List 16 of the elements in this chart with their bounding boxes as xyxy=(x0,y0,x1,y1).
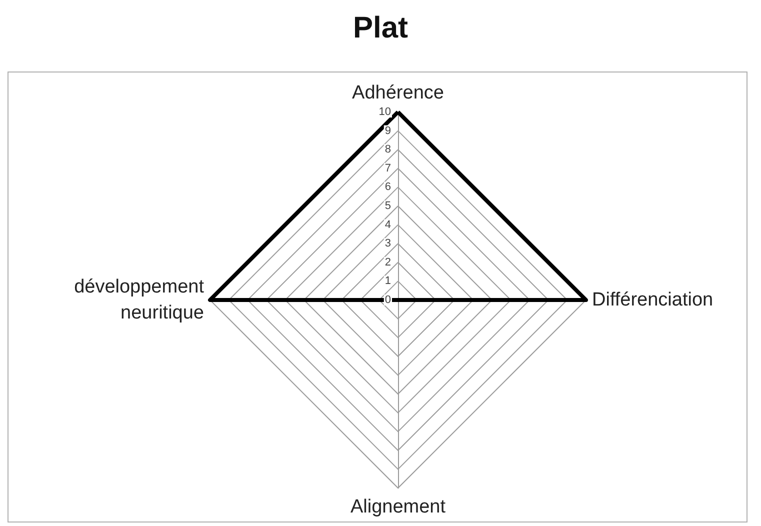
y-tick-label: 3 xyxy=(384,238,391,250)
y-tick-label: 2 xyxy=(384,256,391,268)
y-tick-label: 8 xyxy=(384,144,391,156)
chart-title: Plat xyxy=(352,12,408,44)
spoke-label: développement neuritique xyxy=(74,276,205,324)
y-tick-label: 0 xyxy=(384,294,391,306)
y-tick-label: 9 xyxy=(384,124,391,137)
y-tick-label: 10 xyxy=(378,106,391,118)
y-tick-label: 6 xyxy=(384,181,391,194)
y-tick-label: 5 xyxy=(384,200,391,212)
y-tick-label: 7 xyxy=(384,162,391,174)
spoke-label: Différenciation xyxy=(592,290,714,310)
spoke-label: Adhérence xyxy=(352,82,444,104)
spoke-label: Alignement xyxy=(350,496,446,518)
y-tick-label: 4 xyxy=(384,218,391,231)
y-tick-label: 1 xyxy=(384,275,391,288)
